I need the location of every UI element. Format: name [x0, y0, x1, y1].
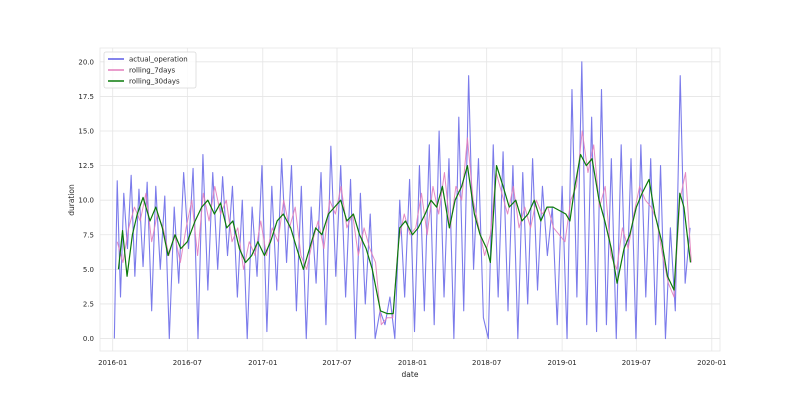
- legend: actual_operation rolling_7days rolling_30d…: [103, 51, 197, 89]
- x-tick-label: 2018-01: [398, 359, 427, 367]
- x-tick-label: 2019-07: [622, 359, 651, 367]
- series-line-rolling-30days: [117, 153, 692, 315]
- x-axis-label: date: [402, 370, 419, 379]
- y-tick-label: 2.5: [83, 300, 94, 308]
- y-tick-label: 20.0: [78, 58, 94, 66]
- x-tick-label: 2016-07: [173, 359, 202, 367]
- y-axis-label: duration: [67, 184, 76, 216]
- y-tick-label: 7.5: [83, 231, 94, 239]
- y-tick-label: 15.0: [78, 128, 94, 136]
- legend-label: actual_operation: [129, 56, 188, 64]
- legend-label: rolling_30days: [129, 78, 180, 86]
- x-tick-label: 2020-01: [697, 359, 726, 367]
- y-tick-label: 10.0: [78, 197, 94, 205]
- tick-labels: 2016-01 2016-07 2017-01 2017-07 2018-01 2018-…: [78, 58, 726, 367]
- x-tick-label: 2019-01: [548, 359, 577, 367]
- y-tick-label: 12.5: [78, 162, 94, 170]
- y-tick-label: 17.5: [78, 93, 94, 101]
- x-tick-label: 2016-01: [98, 359, 127, 367]
- legend-box: [103, 51, 197, 89]
- x-tick-label: 2017-01: [248, 359, 277, 367]
- y-tick-label: 0.0: [83, 335, 94, 343]
- series-layer: [113, 61, 692, 340]
- x-tick-label: 2017-07: [322, 359, 351, 367]
- grid: [100, 48, 720, 351]
- series-line-rolling-7days: [116, 130, 692, 326]
- y-tick-label: 5.0: [83, 266, 94, 274]
- x-tick-label: 2018-07: [472, 359, 501, 367]
- legend-label: rolling_7days: [129, 67, 176, 75]
- series-line-actual-operation: [113, 61, 691, 340]
